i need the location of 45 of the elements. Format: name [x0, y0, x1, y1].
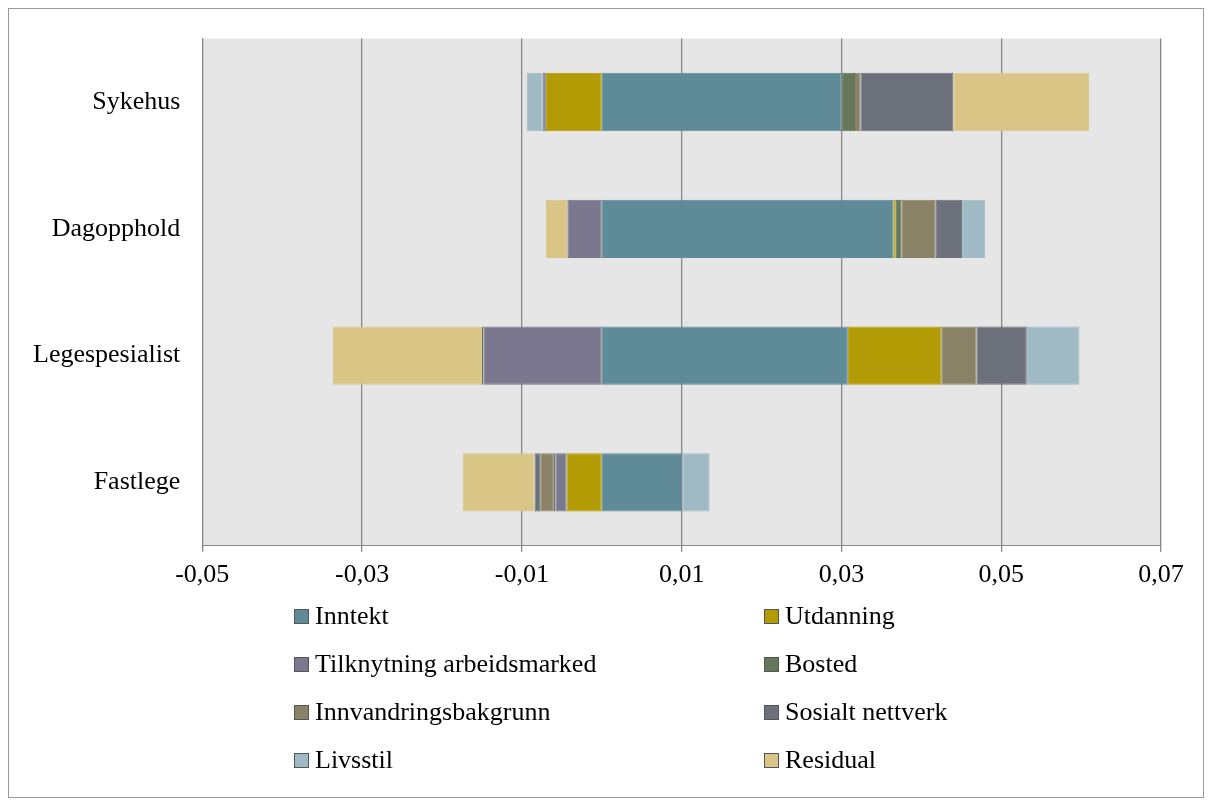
bar — [601, 453, 683, 512]
bar — [841, 72, 856, 132]
bar — [855, 72, 861, 132]
bar — [601, 326, 848, 385]
bar — [545, 72, 602, 132]
legend-label: Livsstil — [315, 744, 394, 776]
bar — [935, 199, 963, 258]
x-tick-label: -0,01 — [494, 559, 549, 589]
bar — [332, 326, 482, 385]
bar — [1026, 326, 1080, 385]
legend-label: Innvandringsbakgrunn — [315, 696, 551, 728]
bar — [566, 453, 602, 512]
bar — [860, 72, 954, 132]
x-tick-label: 0,07 — [1138, 559, 1184, 589]
x-tick-label: 0,01 — [658, 559, 705, 589]
bar — [483, 326, 602, 385]
bar — [526, 72, 543, 132]
y-tick-label: Legespesialist — [32, 339, 182, 369]
x-tick-label: 0,03 — [818, 559, 865, 589]
y-tick-label: Fastlege — [93, 466, 181, 496]
bar — [941, 326, 977, 385]
x-tick-label: -0,05 — [175, 559, 230, 589]
legend-label: Inntekt — [315, 600, 389, 632]
bar — [601, 72, 842, 132]
y-tick-label: Sykehus — [92, 85, 181, 115]
bar — [545, 199, 568, 258]
bar — [555, 453, 567, 512]
legend-label: Tilknytning arbeidsmarked — [315, 648, 597, 680]
legend-label: Residual — [785, 744, 876, 776]
bar — [540, 453, 554, 512]
bar — [976, 326, 1027, 385]
bar — [462, 453, 535, 512]
y-tick-label: Dagopphold — [51, 212, 181, 242]
bar — [567, 199, 602, 258]
x-tick-label: 0,05 — [978, 559, 1024, 589]
bar — [953, 72, 1090, 132]
legend-label: Bosted — [785, 648, 858, 680]
x-tick-label: -0,03 — [334, 559, 390, 589]
bar — [682, 453, 710, 512]
bar — [847, 326, 942, 385]
legend-label: Utdanning — [785, 600, 895, 632]
bar — [901, 199, 936, 258]
legend-label: Sosialt nettverk — [785, 696, 948, 728]
bar — [962, 199, 986, 258]
bar — [601, 199, 894, 258]
